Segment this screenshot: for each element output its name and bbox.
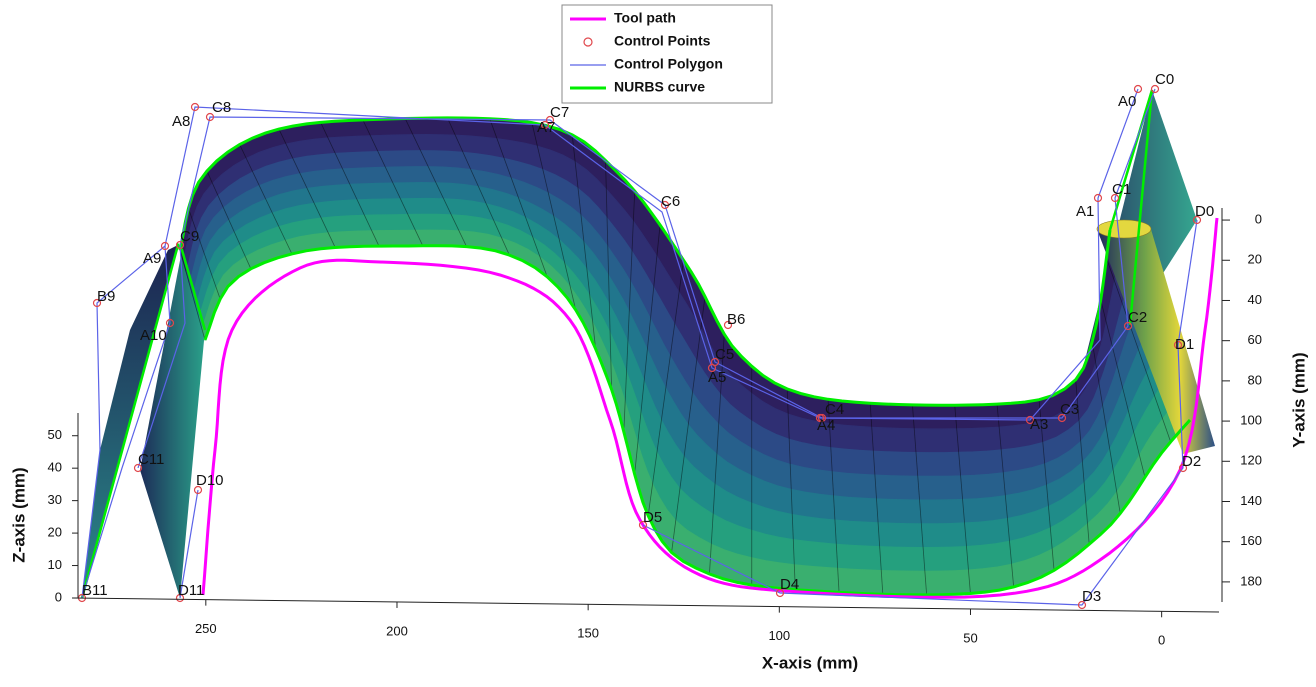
z-axis-label: Z-axis (mm) — [9, 467, 28, 562]
point-label: D2 — [1182, 453, 1201, 470]
point-label: A7 — [537, 119, 555, 136]
y-tick-label: 0 — [1255, 211, 1262, 226]
x-tick-label: 50 — [963, 630, 977, 645]
z-tick-label: 40 — [48, 460, 62, 475]
point-label: C0 — [1155, 71, 1174, 88]
y-tick-label: 100 — [1240, 413, 1262, 428]
point-label: C9 — [180, 228, 199, 245]
point-label: C5 — [715, 346, 734, 363]
x-tick-label: 100 — [768, 628, 790, 643]
z-tick-label: 0 — [55, 589, 62, 604]
point-label: D1 — [1175, 336, 1194, 353]
legend-label: Tool path — [614, 10, 676, 26]
y-tick-label: 180 — [1240, 573, 1262, 588]
point-label: D10 — [196, 472, 224, 489]
point-label: D0 — [1195, 203, 1214, 220]
point-label: A4 — [817, 417, 835, 434]
point-label: D4 — [780, 576, 799, 593]
y-tick-label: 60 — [1248, 332, 1262, 347]
point-label: D5 — [643, 509, 662, 526]
x-axis-line — [72, 598, 1219, 612]
point-label: C11 — [138, 451, 164, 468]
point-label: C4 — [825, 401, 844, 418]
x-axis-label: X-axis (mm) — [762, 653, 858, 672]
z-tick-label: 50 — [48, 427, 62, 442]
x-tick-label: 0 — [1158, 633, 1165, 648]
point-label: C2 — [1128, 309, 1147, 326]
point-label: D11 — [178, 582, 204, 599]
point-label: C3 — [1060, 401, 1079, 418]
point-label: D3 — [1082, 588, 1101, 605]
y-tick-label: 80 — [1248, 372, 1262, 387]
y-tick-label: 120 — [1240, 453, 1262, 468]
chart: C0A0A8C8C7A7C6C1A1D0B9A9C9A10B6C5A5C4A4A… — [0, 0, 1316, 682]
legend-label: Control Points — [614, 33, 711, 49]
z-tick-label: 20 — [48, 525, 62, 540]
point-label: B11 — [82, 582, 108, 599]
point-label: C8 — [212, 99, 231, 116]
y-tick-label: 160 — [1240, 533, 1262, 548]
z-tick-label: 10 — [48, 557, 62, 572]
point-label: A5 — [708, 369, 726, 386]
point-label: A9 — [143, 250, 161, 267]
y-tick-label: 40 — [1248, 292, 1262, 307]
point-label: C6 — [661, 193, 680, 210]
point-label: A0 — [1118, 93, 1136, 110]
x-tick-label: 250 — [195, 621, 217, 636]
legend-label: Control Polygon — [614, 56, 723, 72]
z-tick-label: 30 — [48, 492, 62, 507]
point-label: C1 — [1112, 181, 1131, 198]
point-label: A10 — [140, 327, 167, 344]
point-label: B9 — [97, 288, 115, 305]
point-label: B6 — [727, 311, 745, 328]
x-tick-label: 150 — [577, 626, 599, 641]
surface-tube-end — [1097, 220, 1151, 238]
x-tick-label: 200 — [386, 623, 408, 638]
point-label: A8 — [172, 113, 190, 130]
y-axis-label: Y-axis (mm) — [1289, 352, 1308, 447]
y-tick-label: 20 — [1248, 252, 1262, 267]
point-label: A3 — [1030, 416, 1048, 433]
y-tick-label: 140 — [1240, 493, 1262, 508]
legend-label: NURBS curve — [614, 79, 705, 95]
point-label: A1 — [1076, 203, 1094, 220]
